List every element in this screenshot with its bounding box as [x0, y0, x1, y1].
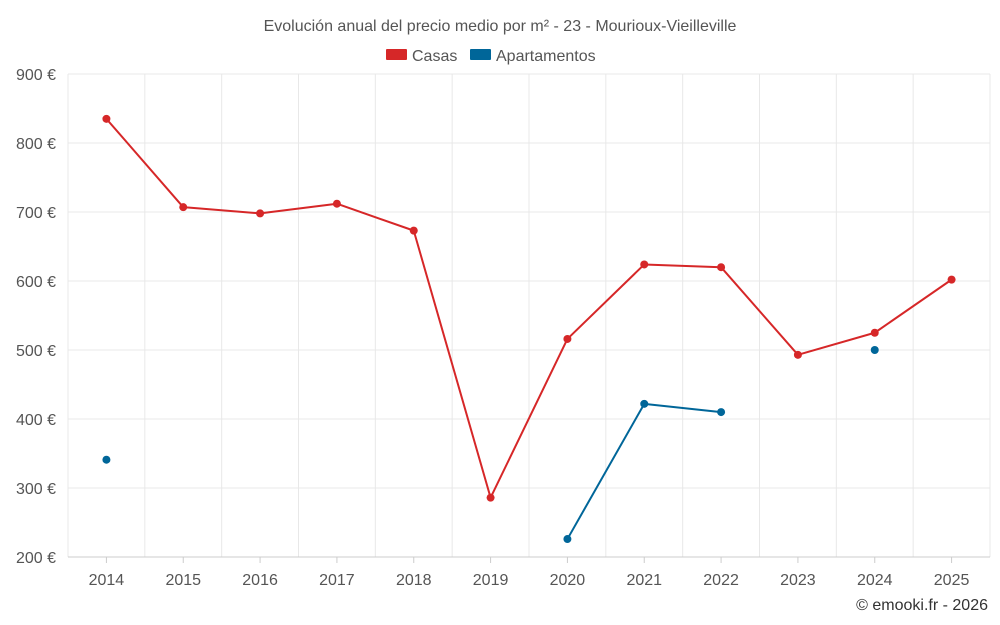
x-tick-label: 2025: [934, 572, 970, 589]
x-tick-label: 2015: [165, 572, 201, 589]
data-point-casas[interactable]: [870, 328, 879, 337]
y-tick-label: 800 €: [16, 136, 56, 153]
data-point-casas[interactable]: [947, 275, 956, 284]
y-axis: 200 € 300 € 400 € 500 € 600 € 700 € 800 € 900 €: [16, 67, 56, 567]
x-tick-label: 2014: [89, 572, 125, 589]
data-point-casas[interactable]: [179, 203, 188, 212]
legend: Casas Apartamentos: [386, 48, 596, 65]
series-layer: [102, 114, 956, 544]
data-point-apartamentos[interactable]: [563, 535, 572, 544]
y-tick-label: 700 €: [16, 205, 56, 222]
legend-swatch-apartamentos: [470, 49, 491, 60]
data-point-casas[interactable]: [563, 334, 572, 343]
data-point-casas[interactable]: [256, 209, 265, 218]
data-point-apartamentos[interactable]: [717, 408, 726, 417]
x-tick-label: 2017: [319, 572, 355, 589]
x-tick-label: 2019: [473, 572, 509, 589]
data-point-apartamentos[interactable]: [640, 399, 649, 408]
x-tick-label: 2024: [857, 572, 893, 589]
data-point-casas[interactable]: [409, 226, 418, 235]
data-point-casas[interactable]: [793, 350, 802, 359]
data-point-casas[interactable]: [486, 493, 495, 502]
x-tick-label: 2023: [780, 572, 816, 589]
chart-title: Evolución anual del precio medio por m² …: [264, 18, 737, 35]
data-point-apartamentos[interactable]: [870, 346, 879, 354]
series-casas: [102, 114, 956, 502]
legend-label-casas: Casas: [412, 48, 457, 65]
x-axis: 2014 2015 2016 2017 2018 2019 2020 2021 2022 2023…: [68, 556, 990, 589]
x-tick-label: 2016: [242, 572, 278, 589]
data-point-casas[interactable]: [640, 260, 649, 269]
y-tick-label: 400 €: [16, 412, 56, 429]
y-tick-label: 300 €: [16, 481, 56, 498]
y-tick-label: 500 €: [16, 343, 56, 360]
gridlines: [67, 73, 991, 558]
data-point-casas[interactable]: [102, 114, 111, 123]
y-tick-label: 200 €: [16, 550, 56, 567]
legend-label-apartamentos: Apartamentos: [496, 48, 596, 65]
x-tick-label: 2020: [550, 572, 586, 589]
data-point-casas[interactable]: [332, 199, 341, 208]
y-tick-label: 600 €: [16, 274, 56, 291]
data-point-apartamentos[interactable]: [102, 455, 111, 464]
x-tick-label: 2021: [626, 572, 662, 589]
x-tick-label: 2022: [703, 572, 739, 589]
legend-item-apartamentos[interactable]: Apartamentos: [470, 48, 596, 65]
x-tick-label: 2018: [396, 572, 432, 589]
credit-text: © emooki.fr - 2026: [856, 597, 988, 614]
series-apartamentos: [102, 346, 879, 544]
y-tick-label: 900 €: [16, 67, 56, 84]
data-point-casas[interactable]: [717, 263, 726, 272]
legend-item-casas[interactable]: Casas: [386, 48, 457, 65]
legend-swatch-casas: [386, 49, 407, 60]
series-line-apartamentos: [566, 402, 722, 540]
series-line-casas: [105, 118, 953, 499]
